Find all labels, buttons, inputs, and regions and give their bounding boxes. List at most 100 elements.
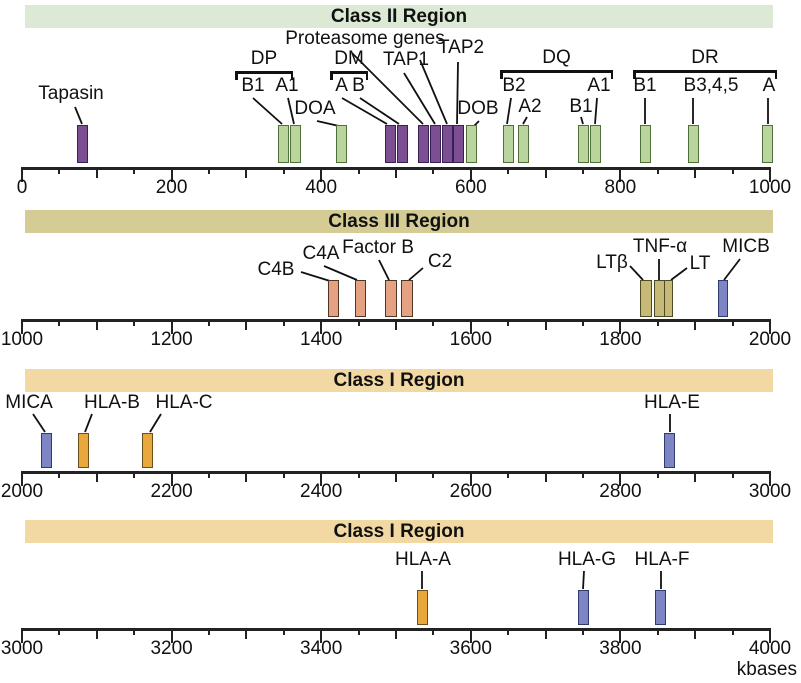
- axis-line: [21, 471, 771, 474]
- gene-micb: [717, 280, 728, 317]
- axis-tick: [582, 169, 584, 174]
- bracket-label-dr: DR: [691, 47, 719, 68]
- axis-tick-label: 2600: [449, 481, 492, 502]
- axis-line: [21, 628, 771, 631]
- gene-label: HLA-C: [155, 392, 213, 413]
- axis-tick: [469, 473, 472, 486]
- axis-tick-label: 600: [454, 177, 487, 198]
- bracket-label-dq: DQ: [542, 47, 571, 68]
- region-header-class-ii: Class II Region: [25, 5, 773, 28]
- axis-tick: [432, 169, 435, 174]
- axis-tick: [395, 630, 397, 639]
- axis-tick: [133, 630, 136, 635]
- axis-tick: [58, 630, 61, 635]
- region-header-class-iii: Class III Region: [25, 210, 773, 233]
- axis-tick: [320, 321, 323, 334]
- gene-label: Factor B: [342, 237, 414, 258]
- gene-label: Tapasin: [38, 83, 104, 104]
- leader-line: [580, 116, 584, 125]
- leader-line: [378, 259, 390, 281]
- axis-tick: [170, 321, 173, 334]
- axis-tick: [357, 473, 360, 478]
- axis-tick: [208, 169, 210, 174]
- leader-line: [723, 258, 741, 281]
- gene-label: DOB: [457, 98, 499, 119]
- axis-tick: [619, 321, 622, 334]
- gene-label: B1: [241, 75, 265, 96]
- leader-line: [582, 570, 585, 590]
- leader-line: [506, 97, 512, 125]
- axis-tick: [731, 321, 734, 326]
- gene-label: HLA-A: [395, 549, 451, 570]
- axis-tick: [769, 630, 771, 643]
- axis-tick: [507, 321, 510, 326]
- axis-tick: [58, 321, 61, 326]
- leader-line: [341, 97, 388, 125]
- axis-tick: [208, 321, 210, 326]
- axis-tick: [282, 321, 285, 326]
- gene-label: B1: [633, 75, 657, 96]
- axis-tick: [544, 321, 547, 330]
- axis-tick: [432, 321, 435, 326]
- axis-tick: [170, 473, 173, 486]
- gene-dp-a1: [289, 125, 301, 163]
- gene-label: MICA: [5, 392, 53, 413]
- gene-dq-b2: [502, 125, 514, 163]
- gene-label: B3,4,5: [683, 75, 739, 96]
- region-title-class-iii: Class III Region: [328, 210, 470, 232]
- gene-label: HLA-B: [84, 392, 140, 413]
- gene-dm-b: [396, 125, 408, 163]
- bracket-dr: [633, 70, 777, 78]
- axis-tick: [357, 321, 360, 326]
- gene-label: HLA-E: [644, 392, 700, 413]
- axis-tick: [357, 630, 360, 635]
- gene-label: A2: [518, 96, 542, 117]
- axis-tick: [432, 630, 435, 635]
- gene-label: LT: [689, 253, 711, 274]
- gene-hla-f: [654, 590, 666, 625]
- gene-label: HLA-G: [557, 549, 617, 570]
- region-header-class-i-b: Class I Region: [25, 520, 773, 543]
- gene-dm-a: [384, 125, 396, 163]
- axis-tick-label: 2400: [300, 481, 343, 502]
- bracket-dq: [500, 70, 613, 78]
- gene-label: B1: [569, 96, 593, 117]
- axis-tick: [282, 169, 285, 174]
- axis-tick: [544, 169, 547, 178]
- leader-line: [359, 97, 400, 125]
- axis-tick-label: 2200: [150, 481, 193, 502]
- gene-hla-c: [142, 433, 154, 468]
- gene-tap1: [430, 125, 442, 163]
- leader-line: [670, 267, 688, 281]
- axis-tick-label: 800: [604, 177, 637, 198]
- leader-line: [594, 97, 598, 125]
- axis-tick: [694, 169, 697, 178]
- axis-tick-label: 3000: [748, 481, 792, 502]
- gene-factor-b: [384, 280, 397, 317]
- axis-tick: [320, 473, 323, 486]
- axis-tick: [544, 473, 547, 482]
- axis-tick: [357, 169, 360, 174]
- leader-line: [252, 97, 283, 125]
- axis-tick-label: 1000: [748, 177, 792, 198]
- gene-dr-b345: [687, 125, 699, 163]
- axis-tick: [656, 321, 659, 326]
- gene-hla-b: [77, 433, 89, 468]
- axis-tick: [21, 630, 23, 643]
- axis-tick: [582, 630, 584, 635]
- region-title-class-i-a: Class I Region: [333, 369, 465, 391]
- gene-dq-a1: [590, 125, 602, 163]
- leader-line: [149, 413, 162, 433]
- bracket-label-dp: DP: [250, 48, 278, 69]
- gene-label: A B: [335, 75, 365, 96]
- gene-proteasome-lmp7: [442, 125, 454, 163]
- leader-line: [629, 265, 644, 281]
- axis-tick: [656, 169, 659, 174]
- axis-unit-label: kbases: [736, 659, 797, 680]
- region-title-class-ii: Class II Region: [330, 5, 468, 27]
- axis-line: [21, 167, 771, 170]
- region-header-class-i-a: Class I Region: [25, 369, 773, 392]
- axis-tick: [619, 473, 622, 486]
